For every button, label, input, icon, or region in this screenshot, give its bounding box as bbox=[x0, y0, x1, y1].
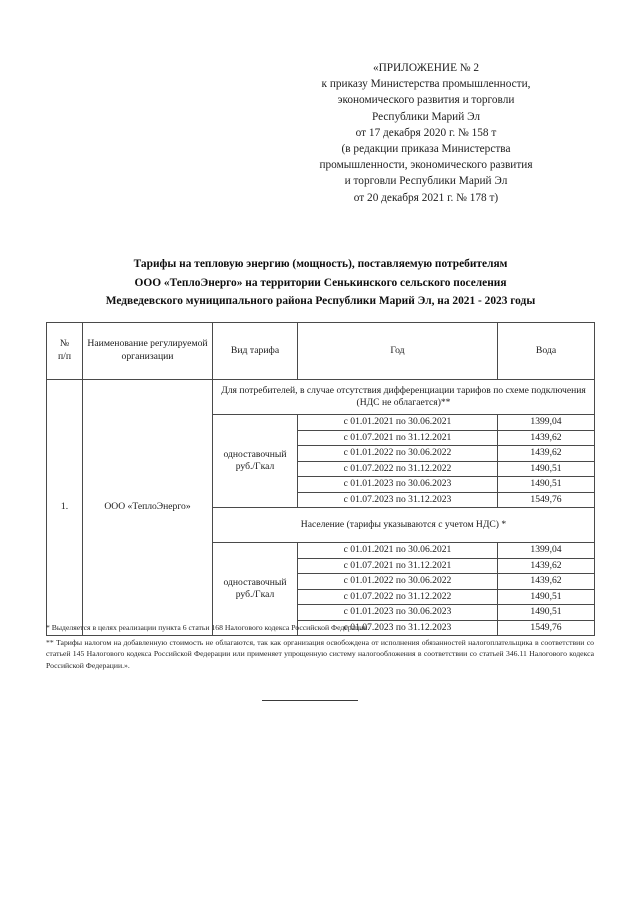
table-row: с 01.01.2022 по 30.06.2022 1439,62 bbox=[47, 445, 595, 462]
cell-period: с 01.01.2021 по 30.06.2021 bbox=[297, 414, 498, 431]
table-row: с 01.07.2022 по 31.12.2022 1490,51 bbox=[47, 588, 595, 605]
table-row: одноставочный руб./Гкал с 01.01.2021 по … bbox=[47, 542, 595, 636]
cell-tariff-kind-population: одноставочный руб./Гкал bbox=[212, 542, 298, 636]
preamble-line-8: и торговли Республики Марий Эл bbox=[344, 175, 508, 188]
title-line-3: Медведевского муниципального района Респ… bbox=[105, 295, 536, 307]
cell-period: с 01.01.2021 по 30.06.2021 bbox=[297, 542, 498, 559]
cell-period: с 01.07.2022 по 31.12.2022 bbox=[297, 460, 498, 477]
preamble-line-3: экономического развития и торговли bbox=[337, 94, 515, 107]
cell-organization-name: ООО «ТеплоЭнерго» bbox=[82, 379, 213, 636]
footnote-double-asterisk: ** Тарифы налогом на добавленную стоимос… bbox=[46, 637, 594, 670]
cell-tariff-kind-consumers: одноставочный руб./Гкал bbox=[212, 414, 298, 508]
cell-period: с 01.07.2023 по 31.12.2023 bbox=[297, 491, 498, 508]
preamble-line-6: (в редакции приказа Министерства bbox=[341, 143, 511, 156]
table-header-row: № п/п Наименование регулируемой организа… bbox=[46, 322, 595, 380]
cell-water-value: 1399,04 bbox=[497, 542, 595, 559]
table-row: с 01.07.2023 по 31.12.2023 1549,76 bbox=[47, 619, 595, 636]
cell-water-value: 1490,51 bbox=[497, 604, 595, 621]
preamble-line-7: промышленности, экономического развития bbox=[319, 159, 533, 172]
header-number-line1: № bbox=[59, 338, 70, 350]
cell-water-value: 1490,51 bbox=[497, 588, 595, 605]
footnotes: * Выделяется в целях реализации пункта 6… bbox=[46, 622, 594, 674]
appendix-preamble: «ПРИЛОЖЕНИЕ № 2 к приказу Министерства п… bbox=[268, 60, 584, 206]
cell-row-number: 1. bbox=[46, 379, 83, 636]
header-cell-organization: Наименование регулируемой организации bbox=[82, 322, 213, 380]
cell-water-value: 1549,76 bbox=[497, 619, 595, 636]
table-row: с 01.07.2022 по 31.12.2022 1490,51 bbox=[47, 460, 595, 477]
table-row: с 01.07.2021 по 31.12.2021 1439,62 bbox=[47, 557, 595, 574]
title-line-2: ООО «ТеплоЭнерго» на территории Сенькинс… bbox=[134, 276, 507, 289]
cell-period: с 01.07.2023 по 31.12.2023 bbox=[297, 619, 498, 636]
preamble-line-9: от 20 декабря 2021 г. № 178 т) bbox=[353, 191, 499, 204]
cell-water-value: 1439,62 bbox=[497, 445, 595, 462]
preamble-line-5: от 17 декабря 2020 г. № 158 т bbox=[355, 126, 497, 139]
cell-period: с 01.01.2022 по 30.06.2022 bbox=[297, 573, 498, 590]
cell-period: с 01.01.2023 по 30.06.2023 bbox=[297, 604, 498, 621]
cell-water-value: 1399,04 bbox=[497, 414, 595, 431]
cell-period: с 01.07.2021 по 31.12.2021 bbox=[297, 557, 498, 574]
table-row: 1. ООО «ТеплоЭнерго» Для потребителей, в… bbox=[46, 379, 595, 636]
tariff-table: № п/п Наименование регулируемой организа… bbox=[46, 322, 595, 636]
tariff-kind-line2: руб./Гкал bbox=[235, 589, 275, 600]
preamble-line-4: Республики Марий Эл bbox=[371, 110, 481, 123]
cell-period: с 01.07.2022 по 31.12.2022 bbox=[297, 588, 498, 605]
header-cell-water: Вода bbox=[497, 322, 595, 380]
header-cell-year: Год bbox=[297, 322, 498, 380]
cell-water-value: 1439,62 bbox=[497, 573, 595, 590]
header-cell-number: № п/п bbox=[46, 322, 83, 380]
preamble-line-2: к приказу Министерства промышленности, bbox=[321, 78, 531, 91]
page-title: Тарифы на тепловую энергию (мощность), п… bbox=[48, 255, 593, 311]
footnote-single-asterisk: * Выделяется в целях реализации пункта 6… bbox=[46, 623, 370, 632]
section-heading-consumers: Для потребителей, в случае отсутствия ди… bbox=[212, 379, 595, 415]
end-of-document-rule bbox=[262, 700, 358, 701]
table-row: одноставочный руб./Гкал с 01.01.2021 по … bbox=[47, 414, 595, 508]
cell-period: с 01.07.2021 по 31.12.2021 bbox=[297, 429, 498, 446]
header-number-line2: п/п bbox=[57, 351, 72, 362]
header-cell-tariff-kind: Вид тарифа bbox=[212, 322, 298, 380]
section-heading-population: Население (тарифы указываются с учетом Н… bbox=[212, 507, 595, 543]
tariff-kind-line1: одноставочный bbox=[223, 576, 287, 588]
tariff-kind-line1: одноставочный bbox=[223, 448, 287, 460]
cell-period: с 01.01.2023 по 30.06.2023 bbox=[297, 476, 498, 493]
preamble-line-1: «ПРИЛОЖЕНИЕ № 2 bbox=[372, 62, 480, 74]
cell-water-value: 1490,51 bbox=[497, 460, 595, 477]
title-line-1: Тарифы на тепловую энергию (мощность), п… bbox=[133, 258, 508, 270]
cell-period: с 01.01.2022 по 30.06.2022 bbox=[297, 445, 498, 462]
table-row: с 01.01.2023 по 30.06.2023 1490,51 bbox=[47, 604, 595, 621]
cell-water-value: 1490,51 bbox=[497, 476, 595, 493]
cell-water-value: 1549,76 bbox=[497, 491, 595, 508]
table-row: с 01.01.2022 по 30.06.2022 1439,62 bbox=[47, 573, 595, 590]
table-row: Население (тарифы указываются с учетом Н… bbox=[47, 507, 595, 543]
cell-water-value: 1439,62 bbox=[497, 557, 595, 574]
cell-water-value: 1439,62 bbox=[497, 429, 595, 446]
tariff-kind-line2: руб./Гкал bbox=[235, 461, 275, 472]
